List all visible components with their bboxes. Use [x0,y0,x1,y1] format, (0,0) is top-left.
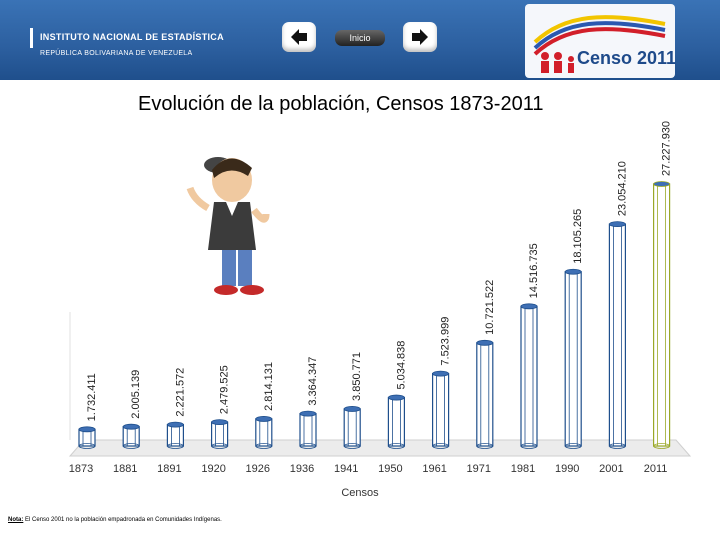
x-tick-1891: 1891 [157,463,181,475]
ine-name: INSTITUTO NACIONAL DE ESTADÍSTICA [40,32,224,42]
value-label-1950: 5.034.838 [395,341,407,390]
bar-1990 [564,268,582,449]
value-label-1981: 14.516.735 [528,243,540,298]
x-tick-1961: 1961 [422,463,446,475]
value-label-1873: 1.732.411 [86,373,98,421]
bar-1936 [299,410,317,449]
value-labels-group: 1.732.411 2.005.139 2.221.572 2.479.525 2.81… [86,121,673,421]
x-tick-labels-group: 1873 1881 1891 1920 1926 1936 1941 1950 1961 1971… [69,463,668,475]
bar-2001 [608,221,627,449]
chart-floor [68,439,692,457]
censo-logo: Censo 2011 [525,4,677,78]
x-tick-1981: 1981 [511,463,535,475]
footnote-label: Nota: [8,517,24,523]
value-label-1936: 3.364.347 [307,357,319,406]
bar-2011 [652,181,671,449]
bar-1881 [122,423,140,449]
arrow-left-icon [291,29,307,45]
value-label-2011: 27.227.930 [661,121,673,176]
value-label-2001: 23.054.210 [616,161,628,216]
ine-logo: INSTITUTO NACIONAL DE ESTADÍSTICA REPÚBL… [30,28,224,64]
value-label-1891: 2.221.572 [174,368,186,417]
bar-1961 [432,370,450,449]
bar-1981 [520,303,538,449]
x-tick-1950: 1950 [378,463,402,475]
header-bar: INSTITUTO NACIONAL DE ESTADÍSTICA REPÚBL… [0,0,720,80]
footnote: Nota: El Censo 2001 no la población empa… [8,517,222,523]
forward-button[interactable] [403,22,437,52]
x-tick-1990: 1990 [555,463,579,475]
x-tick-2001: 2001 [599,463,623,475]
ine-mark-icon [30,28,45,48]
footnote-text: El Censo 2001 no la población empadronad… [25,517,222,523]
value-label-1926: 2.814.131 [263,362,275,411]
value-label-1990: 18.105.265 [572,209,584,264]
bar-1971 [476,339,494,449]
arrow-right-icon [412,29,428,45]
x-tick-1941: 1941 [334,463,358,475]
x-tick-2011: 2011 [644,463,668,475]
value-label-1920: 2.479.525 [219,365,231,414]
ine-country: REPÚBLICA BOLIVARIANA DE VENEZUELA [40,50,193,57]
x-tick-1936: 1936 [290,463,314,475]
x-tick-1920: 1920 [201,463,225,475]
bar-1920 [211,419,229,449]
x-tick-1926: 1926 [246,463,270,475]
bar-1950 [387,394,405,449]
back-button[interactable] [282,22,316,52]
censo-logo-text: Censo 2011 [577,48,677,68]
chart-title: Evolución de la población, Censos 1873-2… [138,93,544,115]
x-axis-label: Censos [341,487,379,499]
x-tick-1881: 1881 [113,463,137,475]
bar-1891 [166,421,184,449]
bars-group [78,181,671,449]
bar-1873 [78,426,96,449]
x-tick-1971: 1971 [467,463,491,475]
value-label-1881: 2.005.139 [130,370,142,419]
mascot-illustration [186,157,270,295]
value-label-1941: 3.850.771 [351,352,363,401]
inicio-button[interactable]: Inicio [335,30,385,46]
censo-people-icon [533,15,666,73]
x-tick-1873: 1873 [69,463,93,475]
value-label-1961: 7.523.999 [440,317,452,366]
bar-1941 [343,406,361,449]
value-label-1971: 10.721.522 [484,280,496,335]
bar-1926 [255,416,273,449]
